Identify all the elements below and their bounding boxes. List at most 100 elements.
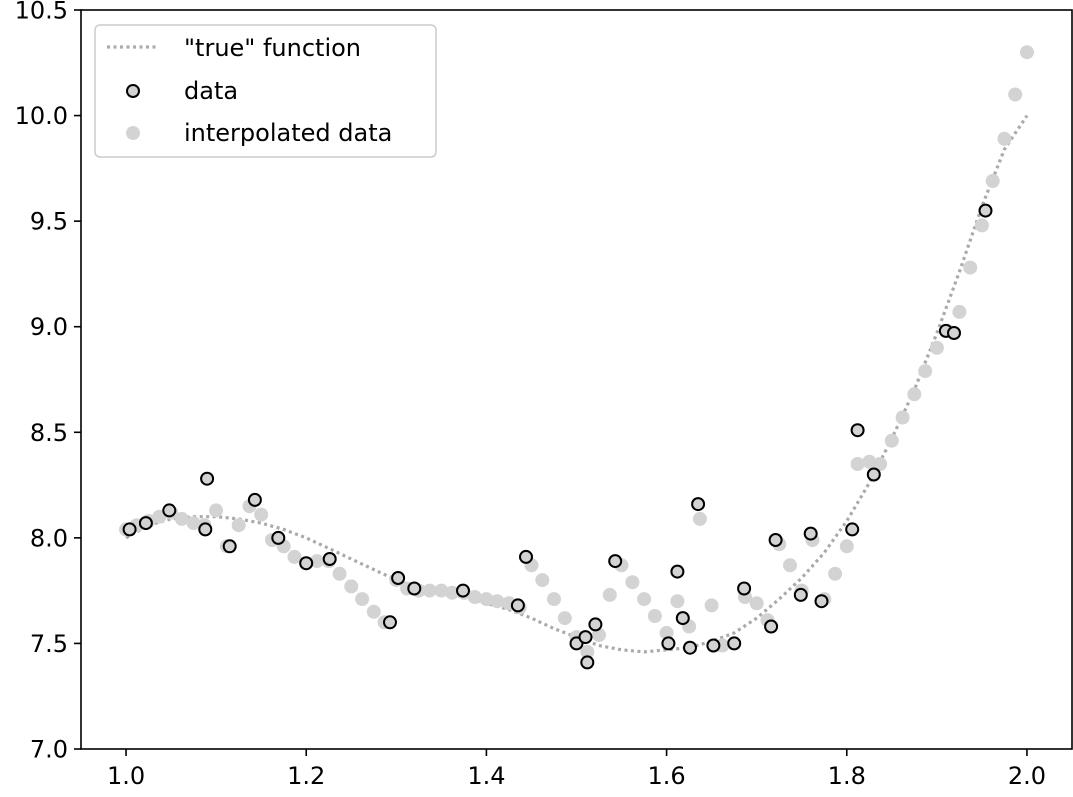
interpolated-data-point	[479, 592, 494, 607]
interpolated-data-point	[557, 611, 572, 626]
legend: "true" function data interpolated data	[94, 24, 437, 158]
interpolated-data-point	[209, 503, 224, 518]
data-point	[850, 423, 865, 438]
data-point	[793, 587, 808, 602]
interpolated-data-point	[907, 387, 922, 402]
interpolated-data-point	[670, 594, 685, 609]
data-point	[947, 326, 961, 340]
interpolated-data-point	[637, 592, 652, 607]
data-point	[866, 467, 881, 482]
data-point	[222, 539, 237, 554]
interpolated-data-point	[445, 585, 460, 600]
data-point	[322, 552, 337, 566]
data-point	[407, 581, 422, 596]
interpolated-data-point	[366, 604, 381, 619]
interpolated-data-point	[174, 511, 189, 526]
interpolated-data-point	[434, 583, 449, 598]
data-point	[519, 549, 533, 564]
x-tick-label: 1.2	[287, 762, 325, 790]
data-point	[691, 497, 706, 512]
data-point	[706, 638, 721, 653]
legend-label-true-function: "true" function	[184, 34, 361, 62]
interpolated-data-point	[344, 579, 359, 594]
interpolated-data-point	[884, 433, 899, 448]
interpolated-data-point	[659, 625, 674, 640]
data-point	[675, 611, 690, 626]
interpolated-data-point	[850, 457, 865, 471]
x-tick-label: 2.0	[1008, 762, 1046, 790]
interpolated-data-point	[332, 566, 347, 581]
true-function-line	[125, 114, 1029, 654]
interpolated-data-point	[647, 609, 662, 623]
interpolated-data-point	[355, 592, 370, 607]
data-point	[391, 571, 406, 585]
interpolated-data-point	[310, 554, 324, 569]
interpolated-data-point	[929, 340, 944, 355]
data-point	[764, 619, 779, 634]
legend-label-interpolated-data: interpolated data	[184, 119, 392, 147]
axis-ticks: 1.0 1.2 1.4 1.6 1.8 2.0 7.0 7.5 8.0 8.5 9.0 9.5 10.0…	[15, 0, 1046, 790]
interpolated-data-point	[467, 590, 482, 604]
interpolated-data-point	[828, 566, 843, 581]
interpolated-data-point	[1020, 45, 1034, 60]
interpolated-data-point	[254, 507, 269, 522]
data-point	[247, 492, 262, 507]
legend-data-swatch	[126, 84, 140, 98]
x-tick-label: 1.6	[648, 762, 686, 790]
interpolated-data-point	[625, 575, 640, 590]
interpolated-data-point	[895, 410, 910, 425]
x-tick-label: 1.4	[467, 762, 505, 790]
data-point	[768, 533, 783, 547]
interpolated-data-point	[231, 518, 246, 533]
data-point	[200, 471, 215, 486]
interpolated-data-point	[490, 594, 505, 609]
data-point	[978, 203, 993, 218]
legend-box	[94, 24, 437, 158]
interpolated-data-point	[974, 218, 989, 233]
data-point	[683, 640, 697, 655]
y-tick-label: 7.0	[30, 736, 68, 764]
data-point	[162, 503, 177, 518]
y-tick-label: 10.0	[15, 102, 68, 130]
interpolated-data-point	[1008, 87, 1023, 102]
data-point	[727, 636, 742, 651]
interpolated-data-point	[422, 583, 437, 598]
y-tick-label: 10.5	[15, 0, 68, 25]
interpolated-data-point	[873, 457, 888, 471]
interpolated-data-point	[287, 549, 302, 564]
interpolated-data-point	[580, 644, 595, 659]
data-point	[299, 556, 314, 571]
plot-frame	[80, 9, 1073, 750]
y-tick-label: 8.0	[30, 524, 68, 552]
data-point	[580, 655, 595, 670]
interpolated-data-point	[602, 587, 617, 602]
interpolated-data-point	[862, 454, 877, 469]
interpolated-data-point	[535, 573, 550, 588]
data-point	[198, 522, 213, 537]
data-point	[578, 630, 593, 645]
data-point	[670, 564, 685, 579]
legend-interpolated-swatch	[126, 126, 140, 140]
y-tick-label: 9.0	[30, 313, 68, 341]
data-point	[608, 554, 623, 569]
x-tick-label: 1.8	[828, 762, 866, 790]
data-point	[661, 636, 676, 651]
data-point	[803, 526, 818, 541]
data-point	[138, 516, 153, 531]
interpolated-data-point	[186, 516, 201, 531]
data-point	[588, 617, 603, 632]
data-point	[122, 522, 137, 537]
interpolated-data-point	[839, 539, 854, 554]
interpolated-data-point	[783, 558, 797, 573]
interpolated-data-point	[985, 174, 1000, 188]
y-tick-label: 7.5	[30, 630, 68, 658]
interpolated-data-point	[997, 131, 1012, 146]
interpolated-data-point	[963, 260, 978, 275]
data-point	[456, 583, 470, 598]
interpolated-data-point	[704, 598, 719, 613]
interpolated-data-point	[592, 628, 606, 642]
interpolated-data-point	[952, 304, 967, 319]
data-point	[383, 615, 397, 630]
data-point	[845, 522, 860, 537]
